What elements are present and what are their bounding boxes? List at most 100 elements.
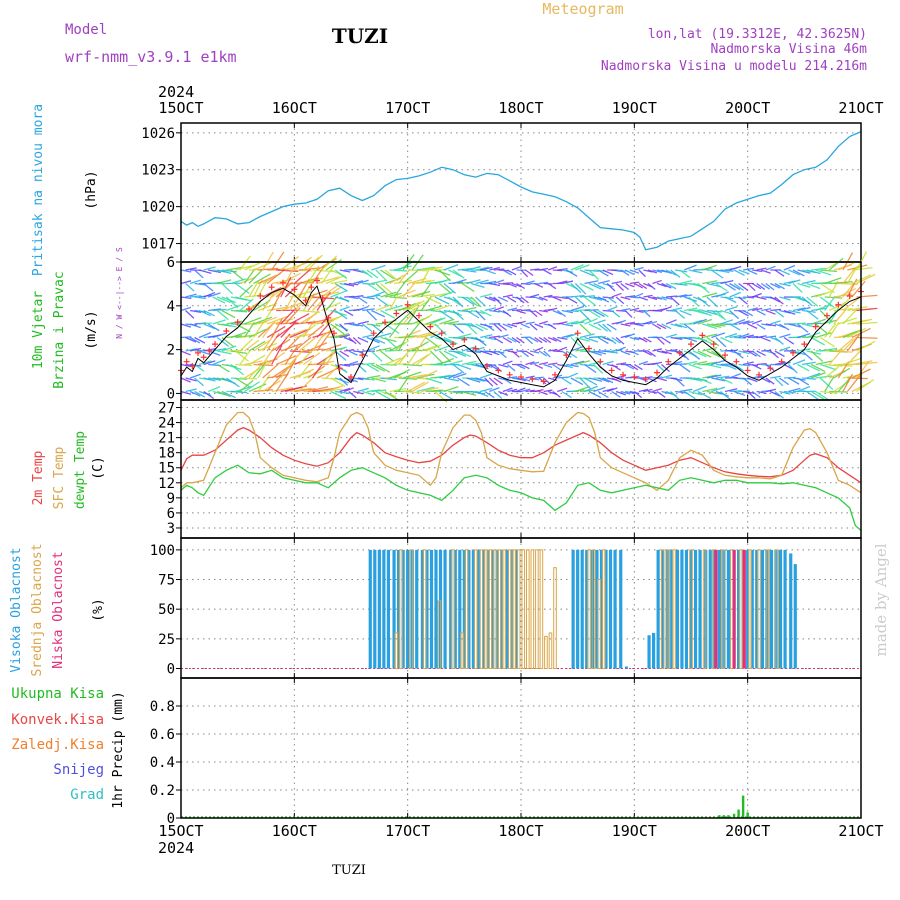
cloud-bar	[766, 549, 770, 670]
wind-arrow	[711, 309, 724, 319]
wind-arrow	[266, 374, 282, 392]
wind-arrow	[461, 269, 477, 273]
cloud-bar	[595, 549, 599, 669]
wind-arrow	[307, 386, 329, 393]
wind-arrow	[620, 323, 631, 327]
wind-arrow	[607, 350, 618, 354]
wind-arrow	[579, 282, 594, 291]
wind-arrow	[189, 295, 202, 298]
wind-arrow	[611, 336, 621, 344]
pressure-label: Pritisak na nivou mora	[31, 104, 46, 276]
wind-arrow	[348, 337, 357, 345]
cloud-bar	[507, 549, 512, 670]
wind-arrow	[633, 391, 643, 399]
wind-arrow	[221, 323, 237, 328]
wind-arrow	[198, 360, 212, 366]
panel-frame	[180, 399, 862, 539]
wind-arrow	[180, 377, 191, 383]
wind-arrow	[711, 332, 726, 339]
wind-arrow	[729, 334, 742, 339]
gust-marker	[325, 314, 332, 321]
wind-arrow	[747, 350, 757, 357]
cloud-bar	[769, 549, 774, 669]
wind-arrow	[557, 321, 568, 325]
wind-arrow	[674, 309, 686, 319]
y-tick-label: 25	[158, 632, 175, 648]
wind-arrow	[430, 317, 446, 325]
wind-arrow	[819, 336, 835, 348]
cloud-bar	[601, 549, 606, 670]
y-tick-label: 1026	[141, 126, 175, 142]
wind-arrow	[606, 387, 618, 393]
wind-arrow	[661, 282, 672, 289]
wind-arrow	[407, 373, 427, 379]
wind-arrow	[842, 336, 858, 352]
wind-arrow	[729, 282, 741, 291]
wind-arrow	[511, 350, 520, 358]
x-tick-label-bottom: 15OCT	[158, 822, 203, 840]
wind-arrow	[797, 385, 811, 393]
x-tick-label-top: 20OCT	[725, 99, 770, 117]
wind-arrow	[779, 282, 791, 287]
wind-arrow	[325, 258, 342, 271]
wind-arrow	[688, 363, 703, 370]
wind-arrow	[683, 323, 696, 333]
wind-arrow	[783, 390, 796, 394]
cloud-bar	[544, 635, 548, 670]
wind-arrow	[330, 390, 347, 400]
wind-arrow	[579, 323, 592, 335]
gust-marker	[302, 297, 309, 304]
wind-arrow	[588, 390, 602, 399]
wind-arrow	[461, 306, 477, 312]
wind-arrow	[774, 361, 786, 366]
wind-arrow	[575, 386, 590, 393]
wind-arrow	[557, 296, 568, 300]
wind-arrow	[180, 269, 192, 273]
wind-arrow	[774, 390, 785, 399]
wind-arrow	[266, 351, 286, 366]
wind-arrow	[221, 283, 234, 295]
wind-arrow	[838, 317, 857, 325]
wind-arrow	[330, 290, 347, 298]
cloud-bar	[425, 549, 429, 669]
wind-arrow	[670, 323, 683, 328]
cloud-bar	[739, 549, 743, 670]
cloud-bar	[464, 549, 469, 670]
wind-arrow	[665, 269, 677, 276]
gust-marker	[393, 310, 400, 317]
wind-arrow	[420, 282, 432, 298]
wind-arrow	[289, 292, 304, 311]
wind-arrow	[801, 350, 813, 361]
wind-arrow	[752, 269, 763, 273]
wind-arrow	[774, 282, 785, 290]
gust-marker	[552, 371, 558, 378]
wind-arrow	[497, 350, 507, 359]
wind-arrow	[729, 291, 742, 298]
wind-arrow	[452, 310, 464, 321]
wind-arrow	[212, 308, 227, 312]
wind-arrow	[484, 336, 497, 341]
wind-arrow	[593, 350, 607, 355]
cloud-bar	[409, 549, 413, 670]
wind-arrow	[384, 269, 399, 282]
cloud-bar	[680, 549, 684, 669]
wind-arrow	[706, 390, 722, 395]
wind-arrow	[253, 273, 271, 285]
wind-arrow	[638, 296, 648, 301]
wind-arrow	[484, 390, 495, 399]
wind-arrow	[384, 292, 402, 298]
wind-arrow	[824, 376, 835, 392]
wind-arrow	[230, 377, 248, 381]
wind-arrow	[407, 322, 421, 338]
wind-arrow	[797, 332, 811, 339]
wind-arrow	[380, 336, 397, 343]
wind-arrow	[597, 390, 609, 399]
wind-arrow	[208, 269, 222, 274]
precip-bar	[727, 815, 730, 818]
wind-arrow	[674, 350, 686, 358]
cloud-bar	[585, 549, 589, 669]
wind-arrow	[389, 274, 406, 285]
wind-arrow	[629, 307, 640, 312]
wind-arrow	[606, 296, 617, 304]
wind-arrow	[452, 278, 467, 285]
